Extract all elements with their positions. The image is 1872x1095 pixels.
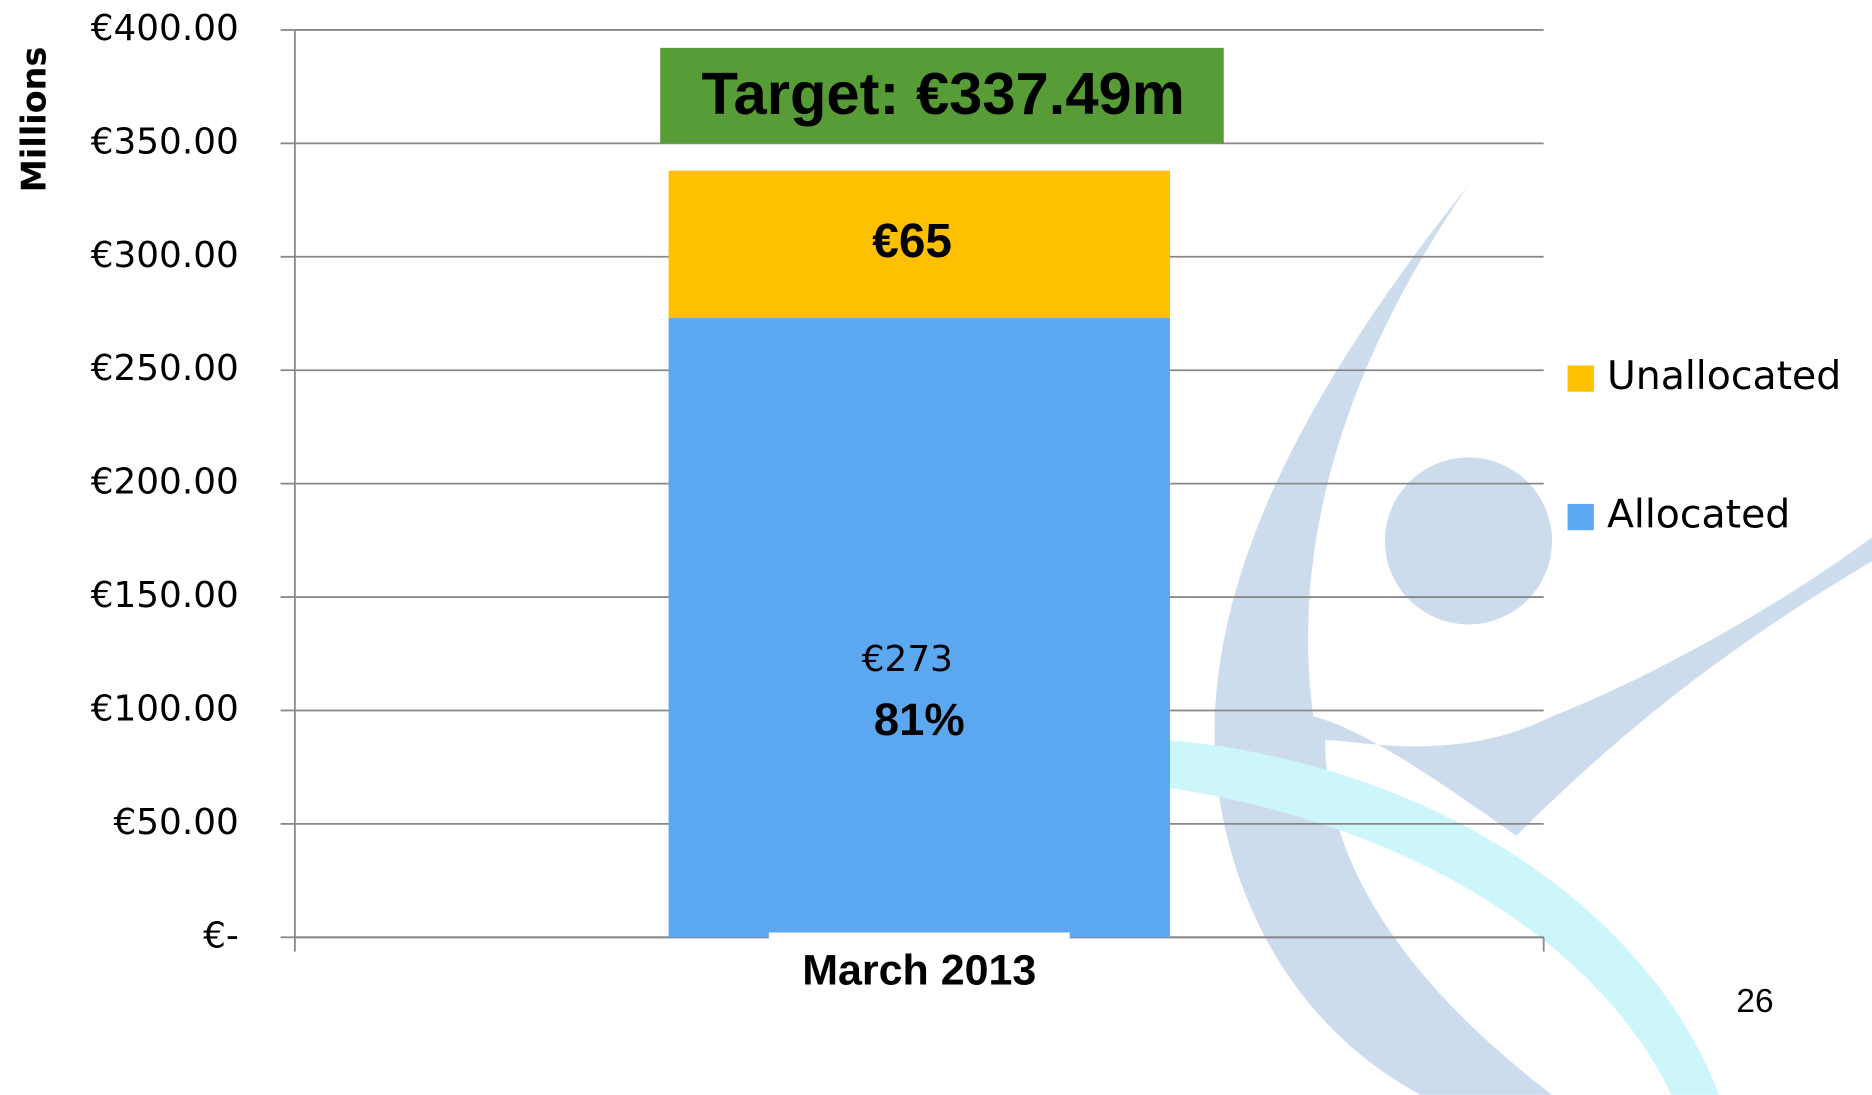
- page-number: 26: [1736, 983, 1773, 1020]
- bar-segment: [668, 170, 1170, 319]
- y-tick-label: €150.00: [91, 575, 239, 616]
- value-label: €273: [862, 639, 953, 680]
- bar-segment: [668, 318, 1170, 938]
- y-tick-label: €200.00: [91, 462, 239, 503]
- logo-figure: [1214, 185, 1872, 1095]
- share-label: 81%: [874, 694, 965, 745]
- value-label: €65: [872, 215, 952, 268]
- logo-swoosh: [1170, 740, 1720, 1095]
- watermark-logo: [1170, 185, 1872, 1095]
- legend-label: Unallocated: [1607, 353, 1841, 399]
- logo-head: [1384, 457, 1553, 625]
- y-tick-label: €400.00: [91, 8, 239, 49]
- legend-swatch: [1567, 503, 1594, 531]
- y-tick-label: €50.00: [114, 802, 239, 843]
- legend-swatch: [1567, 365, 1594, 392]
- y-tick-label: €250.00: [91, 348, 239, 389]
- legend-label: Allocated: [1607, 492, 1790, 538]
- target-box: [660, 47, 1224, 144]
- y-tick-label: €100.00: [91, 688, 239, 729]
- y-tick-label: €300.00: [91, 235, 239, 276]
- target-label: Target: €337.49m: [702, 60, 1185, 127]
- category-label-bg: [768, 932, 1070, 1000]
- y-axis-label: Millions: [14, 47, 53, 193]
- y-tick-label: €350.00: [91, 121, 239, 162]
- y-tick-label: €-: [203, 915, 239, 956]
- x-tick-label: March 2013: [802, 946, 1036, 994]
